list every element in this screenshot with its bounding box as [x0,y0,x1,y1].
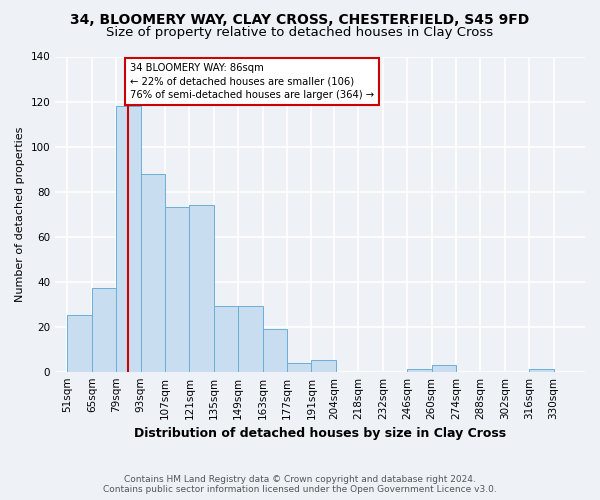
Bar [140,174,165,372]
Bar [407,370,431,372]
X-axis label: Distribution of detached houses by size in Clay Cross: Distribution of detached houses by size … [134,427,506,440]
Bar [263,329,287,372]
Bar [529,370,554,372]
Bar [165,208,190,372]
Bar [431,365,456,372]
Bar [92,288,116,372]
Bar [311,360,336,372]
Bar [116,106,140,372]
Text: Contains HM Land Registry data © Crown copyright and database right 2024.
Contai: Contains HM Land Registry data © Crown c… [103,474,497,494]
Text: 34 BLOOMERY WAY: 86sqm
← 22% of detached houses are smaller (106)
76% of semi-de: 34 BLOOMERY WAY: 86sqm ← 22% of detached… [130,64,374,100]
Bar [190,205,214,372]
Bar [214,306,238,372]
Text: Size of property relative to detached houses in Clay Cross: Size of property relative to detached ho… [106,26,494,39]
Bar [238,306,263,372]
Bar [67,316,92,372]
Text: 34, BLOOMERY WAY, CLAY CROSS, CHESTERFIELD, S45 9FD: 34, BLOOMERY WAY, CLAY CROSS, CHESTERFIE… [70,12,530,26]
Bar [287,362,311,372]
Y-axis label: Number of detached properties: Number of detached properties [15,126,25,302]
